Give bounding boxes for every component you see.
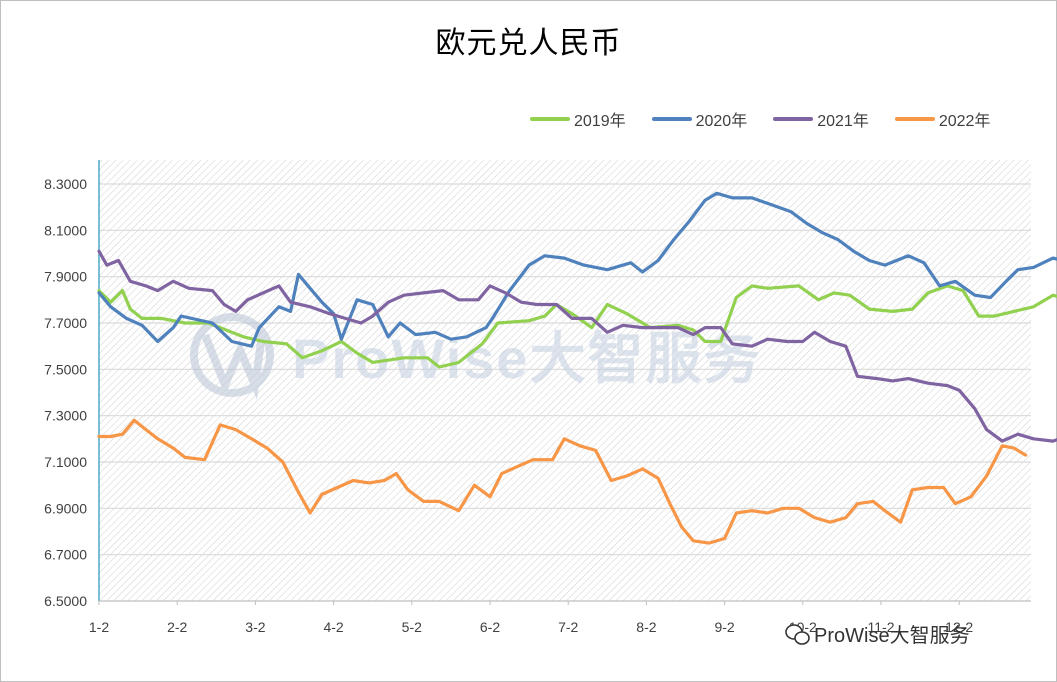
legend-swatch-2020 <box>651 117 692 121</box>
corner-watermark-text: ProWise大智服务 <box>814 624 970 647</box>
legend-label-2022: 2022年 <box>938 113 991 130</box>
series-line-2021 <box>97 249 1057 443</box>
y-tick-label: 6.9000 <box>44 500 87 516</box>
watermark-center-text: ProWise大智服务 <box>292 327 762 390</box>
wechat-icon <box>785 624 810 645</box>
y-tick-label: 6.5000 <box>44 593 87 609</box>
x-tick-label: 1-2 <box>89 619 109 635</box>
legend-label-2019: 2019年 <box>574 113 626 130</box>
series-lines <box>97 191 1057 545</box>
series-line-2022 <box>97 418 1028 545</box>
x-tick-label: 8-2 <box>636 619 656 635</box>
x-tick-label: 9-2 <box>714 619 734 635</box>
y-tick-label: 7.3000 <box>44 408 87 424</box>
legend-item-2022: 2022年 <box>894 107 991 131</box>
y-tick-label: 8.3000 <box>44 176 87 192</box>
y-tick-label: 7.1000 <box>44 454 87 470</box>
legend-label-2021: 2021年 <box>817 113 869 130</box>
x-tick-label: 5-2 <box>402 619 422 635</box>
gridlines <box>99 183 1031 556</box>
y-tick-label: 8.1000 <box>44 222 87 238</box>
legend-item-2020: 2020年 <box>651 107 748 131</box>
x-tick-label: 4-2 <box>323 619 343 635</box>
legend-swatch-2021 <box>773 117 814 121</box>
chart-legend: 2019年 2020年 2021年 2022年 <box>530 108 990 130</box>
watermark-logo-icon <box>190 313 274 400</box>
y-tick-label: 6.7000 <box>44 547 87 563</box>
x-tick-label: 12-2 <box>945 619 973 635</box>
legend-swatch-2019 <box>530 117 570 121</box>
x-tick-label: 11-2 <box>868 619 895 635</box>
legend-swatch-2022 <box>894 117 935 121</box>
x-tick-label: 3-2 <box>245 619 265 635</box>
axes <box>98 160 1031 605</box>
chart-title: 欧元兑人民币 <box>435 26 622 61</box>
x-tick-label: 7-2 <box>558 619 578 635</box>
legend-label-2020: 2020年 <box>695 113 748 130</box>
x-tick-label: 6-2 <box>480 619 500 635</box>
corner-watermark: ProWise大智服务 <box>785 624 970 647</box>
series-line-2020 <box>97 191 1057 348</box>
y-tick-label: 7.9000 <box>44 269 87 285</box>
watermark: ProWise大智服务 <box>190 313 762 400</box>
y-tick-label: 7.5000 <box>44 361 87 377</box>
series-line-2019 <box>97 284 1057 369</box>
y-tick-label: 7.7000 <box>44 315 87 331</box>
legend-item-2019: 2019年 <box>530 107 626 131</box>
legend-item-2021: 2021年 <box>773 107 869 131</box>
x-tick-label: 2-2 <box>167 619 187 635</box>
